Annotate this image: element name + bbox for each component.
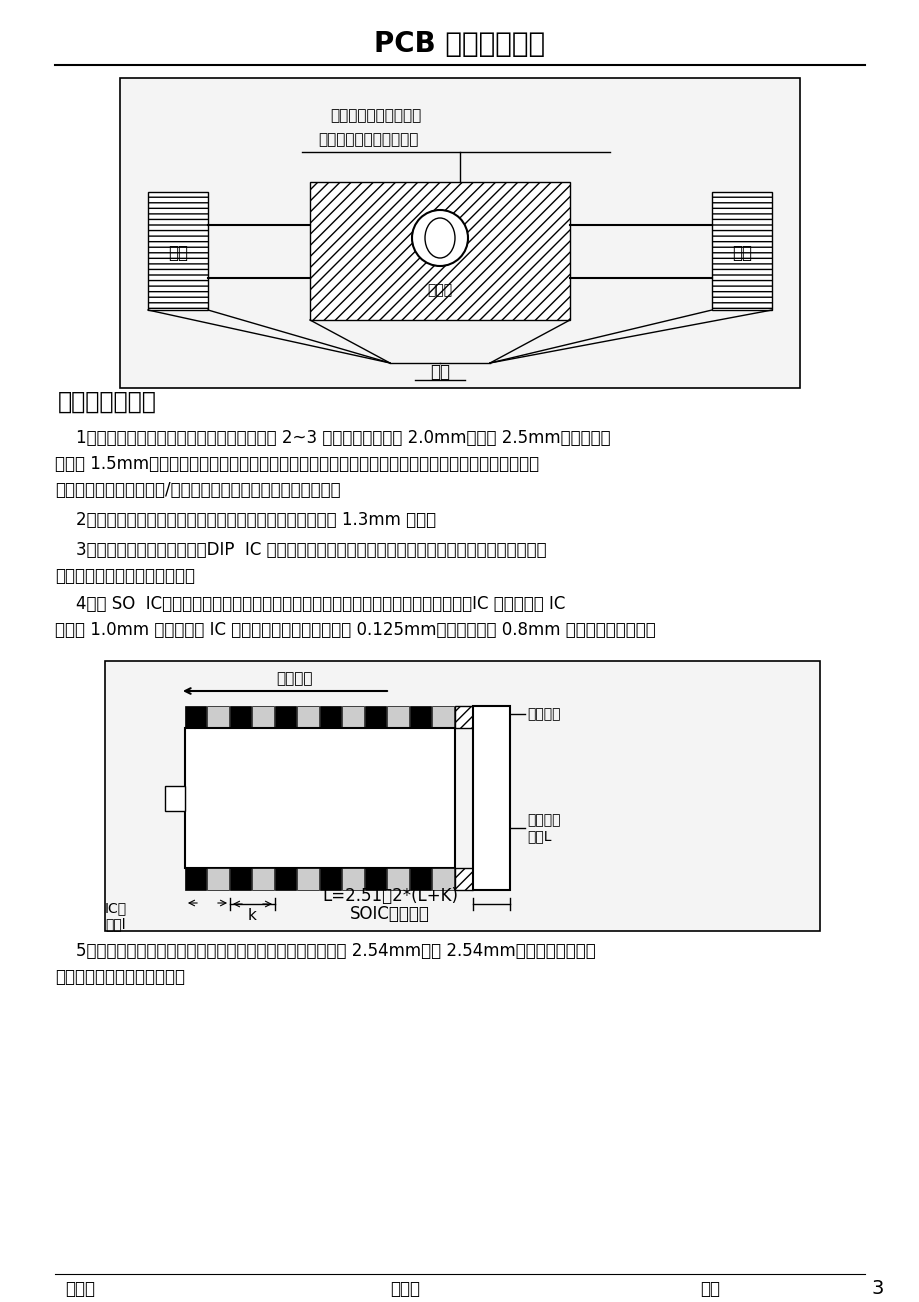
- Bar: [252, 868, 274, 891]
- Text: 3、对于插座元件的第一脚，DIP  IC 的第一脚的焊盘，为便于区分引脚，这些位置的焊盘做成方形，: 3、对于插座元件的第一脚，DIP IC 的第一脚的焊盘，为便于区分引脚，这些位置…: [55, 542, 546, 559]
- Bar: [472, 706, 509, 891]
- Text: 脚至少 1.0mm 以上，而且 IC 脚应比实际焊盘的宽度略小 0.125mm。（间距小于 0.8mm 的，可设成等宽度）: 脚至少 1.0mm 以上，而且 IC 脚应比实际焊盘的宽度略小 0.125mm。…: [55, 621, 655, 639]
- Bar: [297, 706, 319, 728]
- Bar: [410, 868, 431, 891]
- Text: 此处一般不能放过孔，: 此处一般不能放过孔，: [330, 108, 421, 124]
- Bar: [185, 868, 206, 891]
- Text: 过炉方向: 过炉方向: [277, 671, 312, 686]
- Bar: [410, 706, 431, 728]
- Bar: [432, 868, 453, 891]
- Text: k: k: [248, 909, 256, 923]
- Text: 审核：: 审核：: [390, 1280, 420, 1298]
- Text: 这对于导入无鑡工艺优为重要。: 这对于导入无鑡工艺优为重要。: [55, 566, 195, 585]
- Text: L=2.51或2*(L+K): L=2.51或2*(L+K): [322, 887, 458, 905]
- Text: 5、对于多脚元件（三个脚以上，含三个脚）焊盘中心间距在 2.54mm（含 2.54mm）以下时，要求将: 5、对于多脚元件（三个脚以上，含三个脚）焊盘中心间距在 2.54mm（含 2.5…: [55, 943, 596, 960]
- Bar: [297, 868, 319, 891]
- Text: 收锡焊盘: 收锡焊盘: [527, 707, 560, 721]
- Text: 宽度l: 宽度l: [105, 917, 126, 931]
- Text: 焊盘: 焊盘: [429, 363, 449, 381]
- Bar: [455, 706, 472, 728]
- Bar: [185, 728, 455, 868]
- Text: 元件: 元件: [168, 243, 187, 262]
- Bar: [432, 706, 453, 728]
- Text: 如有必要，必须覆盖焊油: 如有必要，必须覆盖焊油: [318, 133, 418, 147]
- Text: 宽度L: 宽度L: [527, 829, 550, 842]
- Bar: [252, 706, 274, 728]
- Bar: [365, 706, 386, 728]
- Circle shape: [412, 210, 468, 266]
- Bar: [387, 868, 409, 891]
- Bar: [275, 706, 296, 728]
- Bar: [365, 868, 386, 891]
- Text: 焊油料: 焊油料: [427, 283, 452, 297]
- Bar: [320, 868, 341, 891]
- Text: 1、一般地，元件焊盘的外径比实际的孔径大 2~3 倍，单面板最小为 2.0mm（建议 2.5mm）；双面板: 1、一般地，元件焊盘的外径比实际的孔径大 2~3 倍，单面板最小为 2.0mm（…: [55, 428, 610, 447]
- Text: 的，优先采用椭圆形焊盘/长圆形焊盘，增加焊盘的抗剥离强度。: 的，优先采用椭圆形焊盘/长圆形焊盘，增加焊盘的抗剥离强度。: [55, 480, 340, 499]
- Bar: [119, 78, 800, 388]
- Bar: [342, 706, 364, 728]
- Bar: [105, 661, 819, 931]
- Text: 编制：: 编制：: [65, 1280, 95, 1298]
- Bar: [711, 191, 771, 310]
- Text: 2、在单面板上，焊盘的外径一般应当比引线孔径的直径大 1.3mm 以上。: 2、在单面板上，焊盘的外径一般应当比引线孔径的直径大 1.3mm 以上。: [55, 510, 436, 529]
- Bar: [148, 191, 208, 310]
- Bar: [208, 706, 229, 728]
- Bar: [208, 868, 229, 891]
- Text: IC脚: IC脚: [105, 901, 127, 915]
- Bar: [185, 706, 206, 728]
- Bar: [455, 868, 472, 891]
- Text: 批准: 批准: [699, 1280, 720, 1298]
- Bar: [230, 868, 251, 891]
- Text: 收锡焊盘: 收锡焊盘: [527, 812, 560, 827]
- Text: PCB 工艺设计规范: PCB 工艺设计规范: [374, 30, 545, 59]
- Bar: [230, 706, 251, 728]
- Bar: [320, 706, 341, 728]
- Text: 最小为 1.5mm，焊盘一般采用圆形焊盘，这样可以保证焊接质量。若由于间距太小，无法采用圆形焊盘: 最小为 1.5mm，焊盘一般采用圆形焊盘，这样可以保证焊接质量。若由于间距太小，…: [55, 454, 539, 473]
- Bar: [387, 706, 409, 728]
- Text: 4、对 SO  IC，要求元件本体方向与过炉方向一致，并在过炉方向末端加收锡焊盘，IC 焊盘应露出 IC: 4、对 SO IC，要求元件本体方向与过炉方向一致，并在过炉方向末端加收锡焊盘，…: [55, 595, 565, 613]
- Text: 四、焊盘的设计: 四、焊盘的设计: [58, 391, 157, 414]
- Bar: [342, 868, 364, 891]
- Text: 焊盘设置成椭圆形，如下图：: 焊盘设置成椭圆形，如下图：: [55, 967, 185, 986]
- Text: SOIC收锡焊盘: SOIC收锡焊盘: [350, 905, 429, 923]
- Text: 元件: 元件: [732, 243, 751, 262]
- Text: 3: 3: [871, 1280, 883, 1298]
- Bar: [165, 785, 185, 811]
- Bar: [310, 182, 570, 320]
- Bar: [275, 868, 296, 891]
